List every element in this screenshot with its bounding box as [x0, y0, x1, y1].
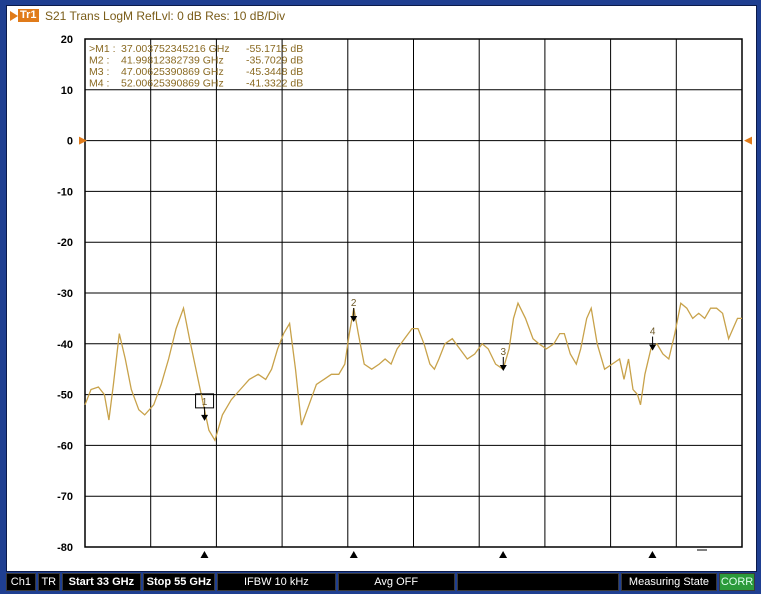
- marker-position-triangle-icon: [200, 551, 209, 558]
- y-tick-label: -20: [57, 237, 73, 249]
- active-marker-box: [195, 393, 215, 409]
- status-bar: Ch1 TR Start 33 GHz Stop 55 GHz IFBW 10 …: [6, 573, 755, 591]
- averaging-setting[interactable]: Avg OFF: [337, 573, 455, 591]
- marker-row-label: M4 :: [89, 78, 109, 90]
- measuring-state: Measuring State: [620, 573, 717, 591]
- marker-position-triangle-icon: [349, 551, 358, 558]
- marker-arrow-icon: [649, 344, 657, 351]
- reference-level-right-icon: [744, 136, 752, 145]
- marker-row-frequency: 41.99812382739 GHz: [121, 55, 224, 67]
- marker-number: 2: [351, 298, 357, 309]
- correction-indicator[interactable]: CORR: [719, 573, 755, 591]
- marker-arrow-icon: [499, 364, 507, 371]
- trace-badge[interactable]: Tr1: [18, 9, 39, 22]
- y-tick-label: 10: [61, 85, 73, 97]
- status-blank-field: [456, 573, 619, 591]
- marker-row-label: M3 :: [89, 66, 109, 78]
- marker-row-value: -45.3448 dB: [246, 66, 303, 78]
- y-tick-label: 20: [61, 34, 73, 46]
- marker-number: 4: [650, 327, 656, 338]
- y-tick-label: -10: [57, 186, 73, 198]
- y-tick-label: -60: [57, 440, 73, 452]
- analyzer-display: 20 10 0 -10 -20 -30 -40 -50 -60 -70 -80 >M1 : 37.00…: [6, 5, 757, 572]
- y-tick-label: -40: [57, 339, 73, 351]
- marker-row-label: M2 :: [89, 55, 109, 67]
- marker-arrow-icon: [201, 414, 209, 421]
- marker-set: 1 2 3 4: [195, 298, 657, 421]
- marker-table: >M1 : 37.003752345216 GHz -55.1715 dB M2 : 4…: [89, 43, 303, 90]
- reference-level-left-icon: [79, 136, 87, 145]
- stop-frequency[interactable]: Stop 55 GHz: [143, 573, 215, 591]
- channel-indicator[interactable]: Ch1: [6, 573, 36, 591]
- marker-row-value: -41.3322 dB: [246, 78, 303, 90]
- start-frequency[interactable]: Start 33 GHz: [61, 573, 141, 591]
- trace-line: [84, 301, 742, 442]
- trace-header: Tr1 S21 Trans LogM RefLvl: 0 dB Res: 10 …: [7, 6, 756, 28]
- marker-row-value: -35.7029 dB: [246, 55, 303, 67]
- y-tick-label: -50: [57, 390, 73, 402]
- y-tick-label: -80: [57, 542, 73, 554]
- grid: [84, 38, 743, 548]
- marker-row-frequency: 47.00625390869 GHz: [121, 66, 224, 78]
- active-trace-arrow-icon: [10, 11, 18, 21]
- reference-level-arrows: [79, 136, 752, 145]
- marker-row-label: >M1 :: [89, 43, 116, 55]
- marker-row-frequency: 37.003752345216 GHz: [121, 43, 230, 55]
- marker-position-triangle-icon: [499, 551, 508, 558]
- bottom-marker-triangles: [200, 549, 707, 558]
- y-tick-label: -70: [57, 491, 73, 503]
- marker-position-triangle-icon: [648, 551, 657, 558]
- marker-arrow-icon: [350, 315, 358, 322]
- marker-number: 3: [500, 347, 506, 358]
- ifbw-setting[interactable]: IFBW 10 kHz: [217, 573, 336, 591]
- y-tick-label: -30: [57, 288, 73, 300]
- plot-area[interactable]: 20 10 0 -10 -20 -30 -40 -50 -60 -70 -80 >M1 : 37.00…: [7, 6, 756, 571]
- trace-info: S21 Trans LogM RefLvl: 0 dB Res: 10 dB/D…: [45, 9, 286, 23]
- marker-row-value: -55.1715 dB: [246, 43, 303, 55]
- marker-row-frequency: 52.00625390869 GHz: [121, 78, 224, 90]
- y-axis-labels: 20 10 0 -10 -20 -30 -40 -50 -60 -70 -80: [57, 34, 73, 554]
- marker-number: 1: [202, 397, 208, 408]
- y-tick-label: 0: [67, 136, 73, 148]
- trace-mode-indicator[interactable]: TR: [37, 573, 60, 591]
